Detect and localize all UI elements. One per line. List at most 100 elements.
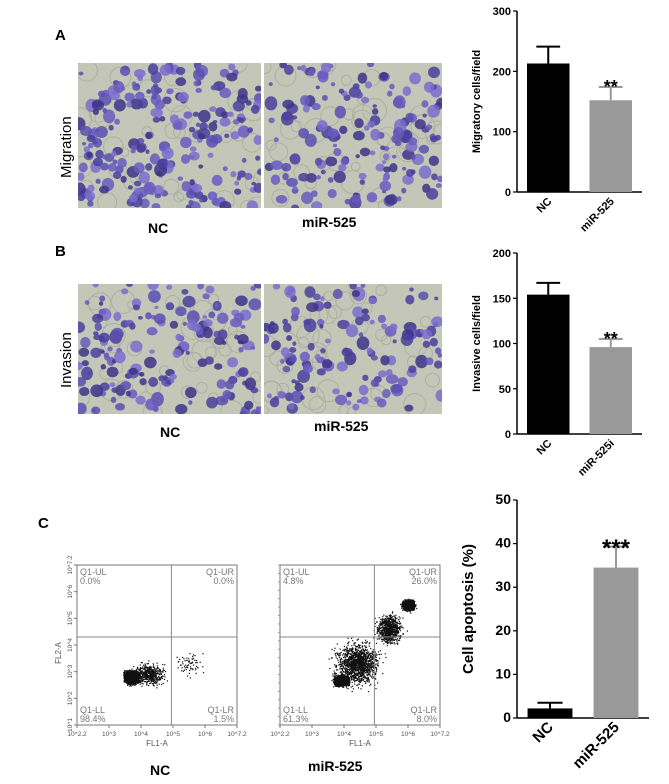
event-dot <box>131 683 133 685</box>
event-dot <box>134 682 137 684</box>
stained-cell <box>199 197 204 203</box>
stained-cell <box>191 183 203 193</box>
quadrant-percent-ll: 98.4% <box>80 714 106 724</box>
event-dot <box>142 679 144 681</box>
event-dot <box>187 667 189 669</box>
event-dot <box>127 670 129 672</box>
stained-cell <box>203 319 213 327</box>
event-dot <box>154 680 156 682</box>
event-dot <box>153 667 155 669</box>
stained-cell <box>125 390 131 397</box>
stained-cell <box>137 75 143 82</box>
event-dot <box>129 670 131 672</box>
stained-cell <box>83 146 90 153</box>
event-dot <box>130 680 132 683</box>
event-dot <box>202 672 205 674</box>
event-dot <box>131 678 133 680</box>
event-dot <box>147 669 149 671</box>
event-dot <box>137 679 140 681</box>
event-dot <box>158 670 160 672</box>
event-dot <box>152 663 154 665</box>
stained-cell <box>355 154 360 159</box>
event-dot <box>133 677 135 679</box>
event-dot <box>134 675 136 677</box>
stained-cell <box>316 318 325 327</box>
stained-cell <box>180 341 189 351</box>
event-dot <box>334 683 336 686</box>
event-dot <box>189 662 191 664</box>
stained-cell <box>189 146 197 152</box>
stained-cell <box>306 302 319 313</box>
stained-cell <box>361 308 369 315</box>
event-dot <box>152 666 154 668</box>
stained-cell <box>332 288 343 300</box>
event-dot <box>158 676 160 678</box>
stained-cell <box>188 199 194 206</box>
event-dot <box>157 679 159 681</box>
stained-cell <box>393 126 404 140</box>
stained-cell <box>425 124 433 130</box>
event-dot <box>159 672 161 674</box>
event-dot <box>152 680 154 682</box>
stained-cell <box>100 364 107 370</box>
stained-cell <box>108 124 114 131</box>
stained-cell <box>126 101 133 108</box>
stained-cell <box>386 369 393 377</box>
stained-cell <box>369 150 376 156</box>
stained-cell <box>78 347 90 357</box>
stained-cell <box>311 201 323 208</box>
stained-cell <box>207 191 218 201</box>
stained-cell <box>367 120 376 128</box>
event-dot <box>141 682 143 684</box>
event-dot <box>154 677 156 679</box>
event-dot <box>158 675 160 677</box>
event-dot <box>156 673 158 675</box>
event-dot <box>129 677 131 679</box>
event-dot <box>131 674 133 676</box>
stained-cell <box>237 125 250 138</box>
stained-cell <box>120 175 127 183</box>
event-dot <box>154 668 156 670</box>
event-dot <box>129 680 131 682</box>
stained-cell <box>227 357 239 368</box>
event-dot <box>145 675 147 677</box>
event-dot <box>143 668 145 670</box>
event-dot <box>146 667 148 669</box>
stained-cell <box>206 396 218 409</box>
x-tick-label: 10^3 <box>102 731 116 738</box>
event-dot <box>141 670 143 672</box>
event-dot <box>177 661 179 663</box>
stained-cell <box>362 374 369 382</box>
event-dot <box>160 673 162 675</box>
stained-cell <box>435 389 442 402</box>
event-dot <box>126 676 128 678</box>
event-dot <box>195 660 198 662</box>
event-dot <box>130 684 132 686</box>
stained-cell <box>193 68 205 81</box>
stained-cell <box>146 327 158 336</box>
stained-cell <box>425 357 434 366</box>
membrane-pore <box>264 63 272 75</box>
stained-cell <box>104 355 111 361</box>
stained-cell <box>277 390 285 397</box>
event-dot <box>128 669 130 672</box>
stained-cell <box>291 204 300 208</box>
event-dot <box>129 679 131 681</box>
stained-cell <box>181 289 189 295</box>
event-dot <box>163 678 166 680</box>
event-dot <box>150 676 152 678</box>
event-dot <box>138 669 140 671</box>
event-dot <box>135 676 137 678</box>
stained-cell <box>133 180 142 187</box>
event-dot <box>142 671 144 673</box>
stained-cell <box>310 190 318 198</box>
stained-cell <box>376 398 387 408</box>
event-dot <box>158 683 160 685</box>
event-dot <box>155 668 157 670</box>
stained-cell <box>366 347 373 355</box>
event-dot <box>182 670 184 672</box>
stained-cell <box>78 172 85 181</box>
stained-cell <box>423 81 435 93</box>
event-dot <box>125 670 127 672</box>
event-dot <box>181 661 184 663</box>
